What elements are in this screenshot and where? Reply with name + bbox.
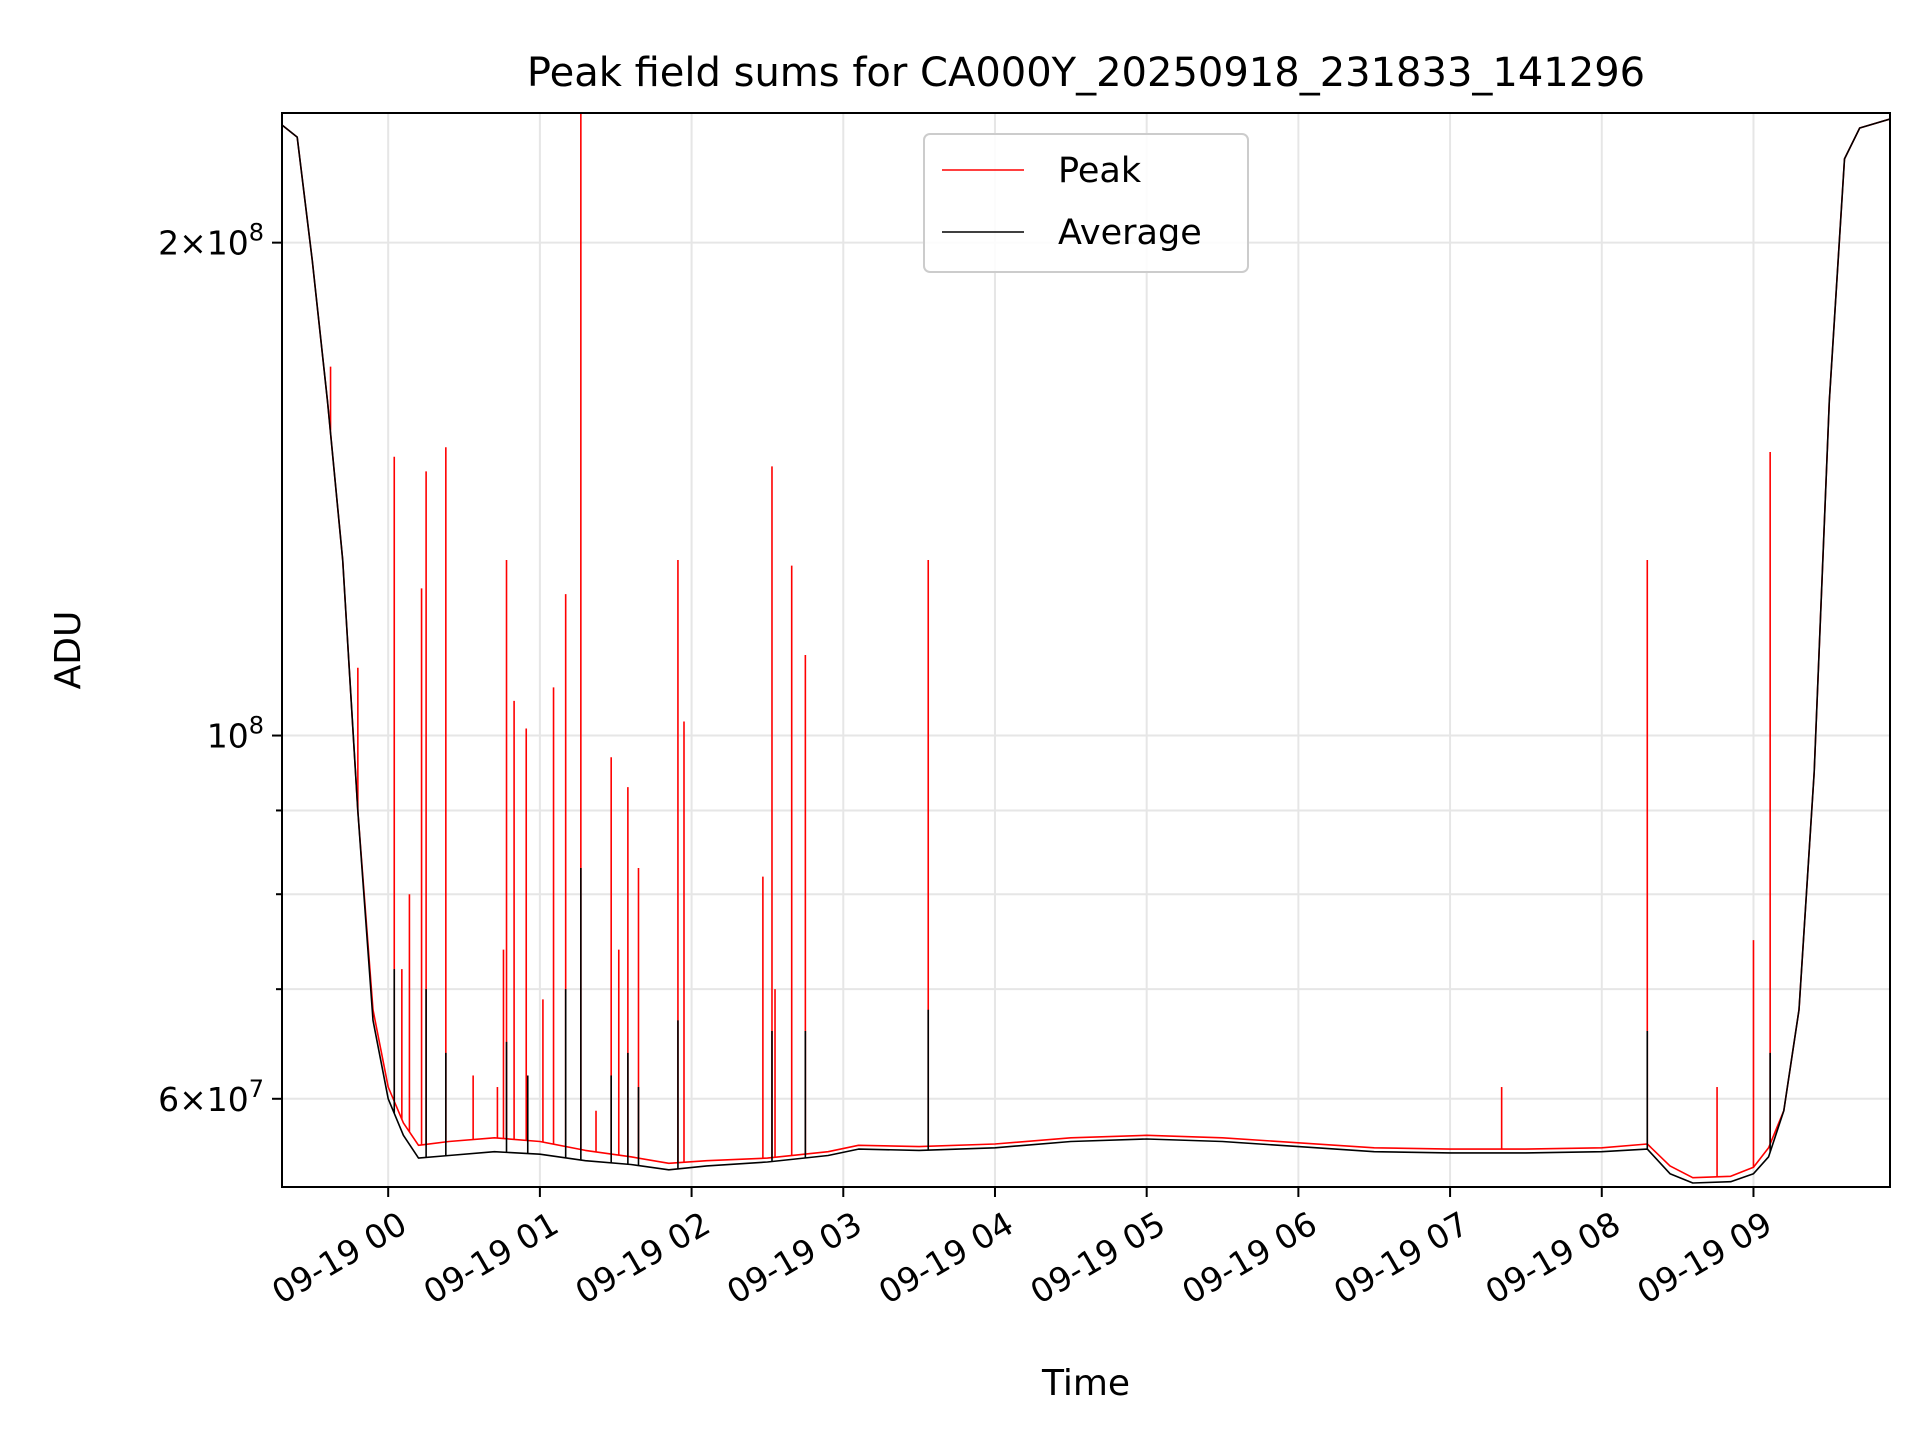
y-axis: 6×107 108 2×108 bbox=[158, 219, 282, 1119]
series-lines bbox=[282, 113, 1890, 1184]
legend: Peak Average bbox=[923, 133, 1249, 273]
grid-lines bbox=[282, 113, 1890, 1187]
y-tick-label: 108 bbox=[207, 712, 264, 756]
peak-series-line bbox=[282, 118, 1890, 1179]
y-axis-label: ADU bbox=[48, 611, 89, 690]
average-series-line bbox=[282, 118, 1890, 1184]
plot-frame bbox=[281, 112, 1891, 1188]
legend-average-label: Average bbox=[1058, 213, 1202, 253]
x-axis-label: Time bbox=[1041, 1363, 1130, 1404]
legend-box bbox=[923, 133, 1249, 273]
chart-title: Peak field sums for CA000Y_20250918_2318… bbox=[527, 50, 1645, 96]
y-tick-label: 2×108 bbox=[158, 219, 264, 263]
legend-peak-label: Peak bbox=[1058, 151, 1142, 191]
y-tick-label: 6×107 bbox=[158, 1075, 264, 1119]
